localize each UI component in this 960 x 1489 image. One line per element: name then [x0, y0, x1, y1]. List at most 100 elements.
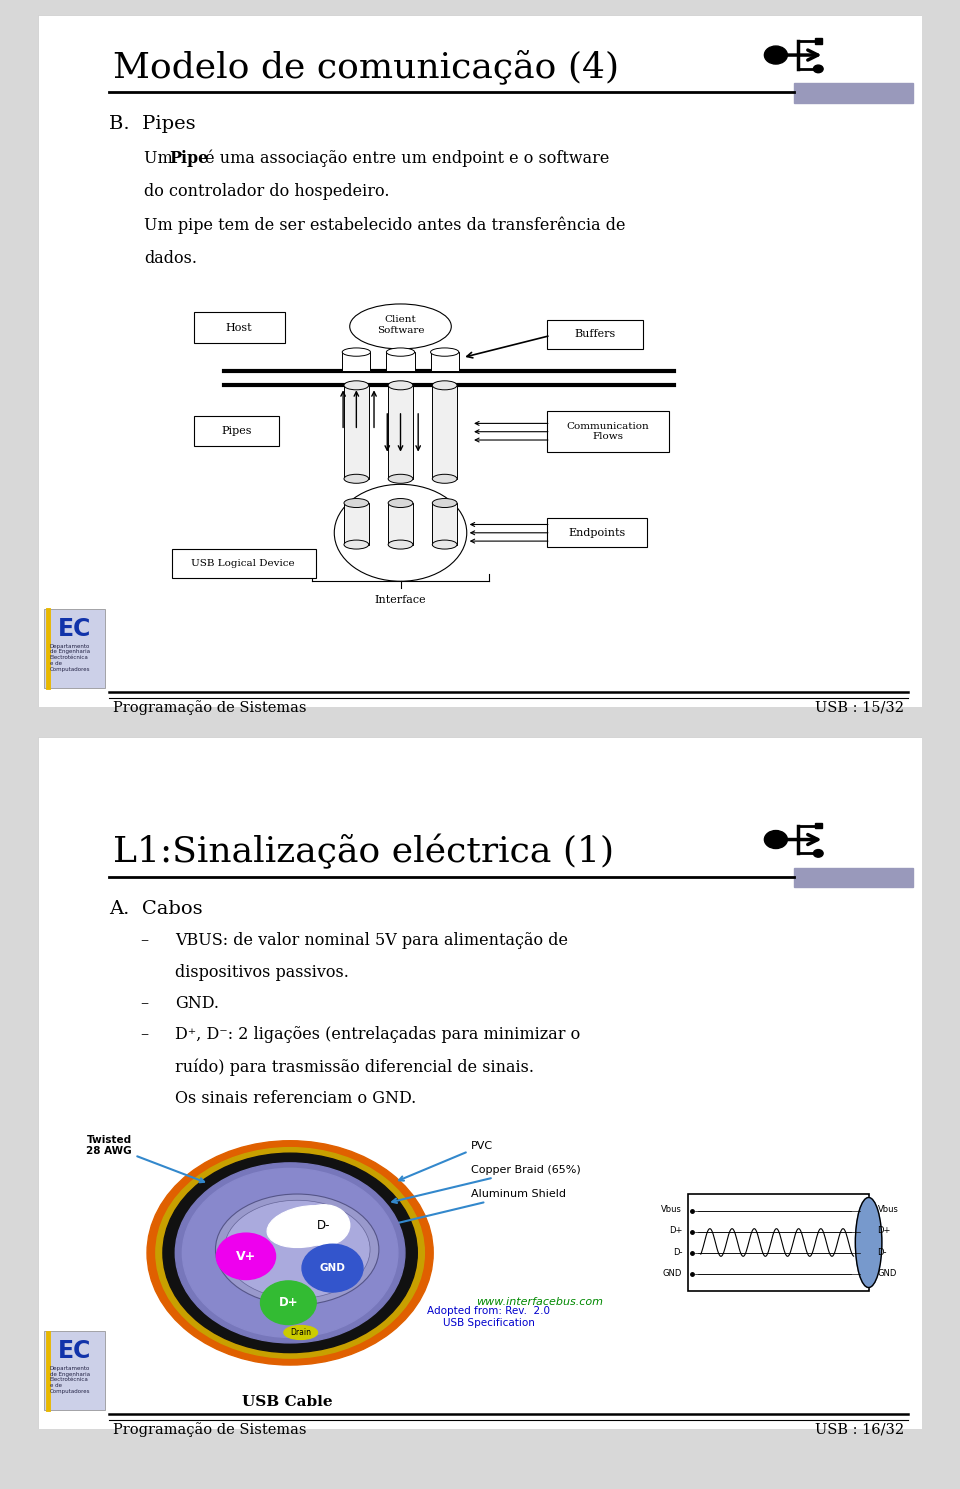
Text: D⁺, D⁻: 2 ligações (entrelaçadas para minimizar o: D⁺, D⁻: 2 ligações (entrelaçadas para mi… — [176, 1026, 581, 1044]
Bar — [388, 503, 413, 545]
Text: ruído) para trasmissão diferencial de sinais.: ruído) para trasmissão diferencial de si… — [176, 1059, 535, 1077]
Text: Pipes: Pipes — [221, 426, 252, 436]
Bar — [794, 868, 913, 887]
Text: Adopted from: Rev.  2.0
USB Specification: Adopted from: Rev. 2.0 USB Specification — [427, 1306, 550, 1328]
Ellipse shape — [388, 499, 413, 508]
Text: GND: GND — [662, 1269, 683, 1278]
Text: Departamento
de Engenharia
Electrotécnica
e de
Computadores: Departamento de Engenharia Electrotécnic… — [50, 1365, 90, 1394]
Text: Um pipe tem de ser estabelecido antes da transferência de: Um pipe tem de ser estabelecido antes da… — [144, 216, 626, 234]
FancyBboxPatch shape — [547, 320, 642, 348]
Text: Programação de Sistemas: Programação de Sistemas — [113, 1422, 307, 1437]
FancyBboxPatch shape — [194, 311, 285, 342]
Circle shape — [182, 1169, 397, 1337]
Circle shape — [260, 1281, 316, 1325]
Ellipse shape — [334, 484, 467, 581]
FancyBboxPatch shape — [172, 549, 316, 579]
FancyBboxPatch shape — [44, 609, 105, 688]
Ellipse shape — [342, 348, 371, 356]
Ellipse shape — [432, 381, 457, 390]
FancyBboxPatch shape — [44, 1331, 105, 1410]
Ellipse shape — [386, 348, 415, 356]
Text: L1:Sinalização eléctrica (1): L1:Sinalização eléctrica (1) — [113, 834, 614, 870]
Ellipse shape — [430, 348, 459, 356]
Bar — [432, 386, 457, 479]
Text: D-: D- — [317, 1218, 330, 1231]
Text: GND: GND — [320, 1263, 346, 1273]
Text: B.  Pipes: B. Pipes — [109, 115, 196, 134]
Ellipse shape — [349, 304, 451, 348]
Text: dispositivos passivos.: dispositivos passivos. — [176, 965, 349, 981]
Bar — [687, 1194, 869, 1291]
Circle shape — [163, 1152, 418, 1352]
Bar — [815, 39, 822, 45]
Ellipse shape — [388, 475, 413, 484]
Text: –: – — [140, 995, 148, 1011]
Text: Departamento
de Engenharia
Electrotécnica
e de
Computadores: Departamento de Engenharia Electrotécnic… — [50, 643, 90, 672]
Ellipse shape — [432, 541, 457, 549]
Text: USB Cable: USB Cable — [242, 1395, 332, 1409]
Circle shape — [176, 1163, 405, 1343]
Circle shape — [764, 46, 787, 64]
Text: USB Logical Device: USB Logical Device — [191, 560, 295, 569]
Text: USB : 15/32: USB : 15/32 — [815, 700, 904, 715]
Text: D-: D- — [877, 1248, 887, 1257]
Bar — [794, 83, 913, 103]
Text: Interface: Interface — [374, 596, 426, 605]
Text: Os sinais referenciam o GND.: Os sinais referenciam o GND. — [176, 1090, 417, 1108]
Text: V+: V+ — [236, 1249, 256, 1263]
Text: Aluminum Shield: Aluminum Shield — [388, 1190, 566, 1227]
Text: Communication
Flows: Communication Flows — [566, 421, 649, 441]
Bar — [432, 503, 457, 545]
Text: dados.: dados. — [144, 250, 198, 267]
Circle shape — [813, 850, 823, 858]
Ellipse shape — [215, 1194, 379, 1304]
Ellipse shape — [344, 541, 369, 549]
Bar — [430, 351, 459, 371]
Text: Pipe: Pipe — [169, 150, 208, 167]
Text: EC: EC — [58, 1340, 91, 1364]
Text: D+: D+ — [877, 1227, 891, 1236]
Text: Endpoints: Endpoints — [568, 527, 625, 538]
Ellipse shape — [225, 1200, 370, 1298]
FancyBboxPatch shape — [194, 417, 278, 445]
Text: Um: Um — [144, 150, 179, 167]
Text: USB : 16/32: USB : 16/32 — [815, 1422, 904, 1437]
Ellipse shape — [432, 499, 457, 508]
Ellipse shape — [344, 381, 369, 390]
Text: Vbus: Vbus — [661, 1205, 683, 1214]
Bar — [342, 351, 371, 371]
Ellipse shape — [267, 1206, 345, 1248]
Text: –: – — [140, 1026, 148, 1044]
Ellipse shape — [855, 1197, 882, 1288]
Ellipse shape — [432, 475, 457, 484]
Bar — [386, 351, 415, 371]
Text: D+: D+ — [669, 1227, 683, 1236]
Text: –: – — [140, 932, 148, 950]
Text: VBUS: de valor nominal 5V para alimentação de: VBUS: de valor nominal 5V para alimentaç… — [176, 932, 568, 950]
Circle shape — [813, 66, 823, 73]
Text: D-: D- — [673, 1248, 683, 1257]
Ellipse shape — [344, 475, 369, 484]
Text: Host: Host — [226, 323, 252, 334]
Bar — [815, 823, 822, 828]
Text: do controlador do hospedeiro.: do controlador do hospedeiro. — [144, 183, 390, 200]
FancyBboxPatch shape — [38, 15, 922, 707]
Text: Buffers: Buffers — [574, 329, 615, 339]
Circle shape — [147, 1141, 433, 1365]
Bar — [344, 503, 369, 545]
Ellipse shape — [388, 541, 413, 549]
Circle shape — [764, 831, 787, 849]
Text: Modelo de comunicação (4): Modelo de comunicação (4) — [113, 49, 619, 85]
Bar — [344, 386, 369, 479]
Text: EC: EC — [58, 618, 91, 642]
Text: A.  Cabos: A. Cabos — [109, 899, 203, 917]
Bar — [388, 386, 413, 479]
Circle shape — [156, 1148, 424, 1358]
Text: é uma associação entre um endpoint e o software: é uma associação entre um endpoint e o s… — [200, 150, 610, 167]
Text: D+: D+ — [278, 1297, 299, 1309]
Circle shape — [216, 1233, 276, 1279]
Ellipse shape — [344, 499, 369, 508]
Text: PVC: PVC — [399, 1141, 493, 1181]
Text: Programação de Sistemas: Programação de Sistemas — [113, 700, 307, 715]
Text: Twisted
28 AWG: Twisted 28 AWG — [86, 1135, 204, 1182]
